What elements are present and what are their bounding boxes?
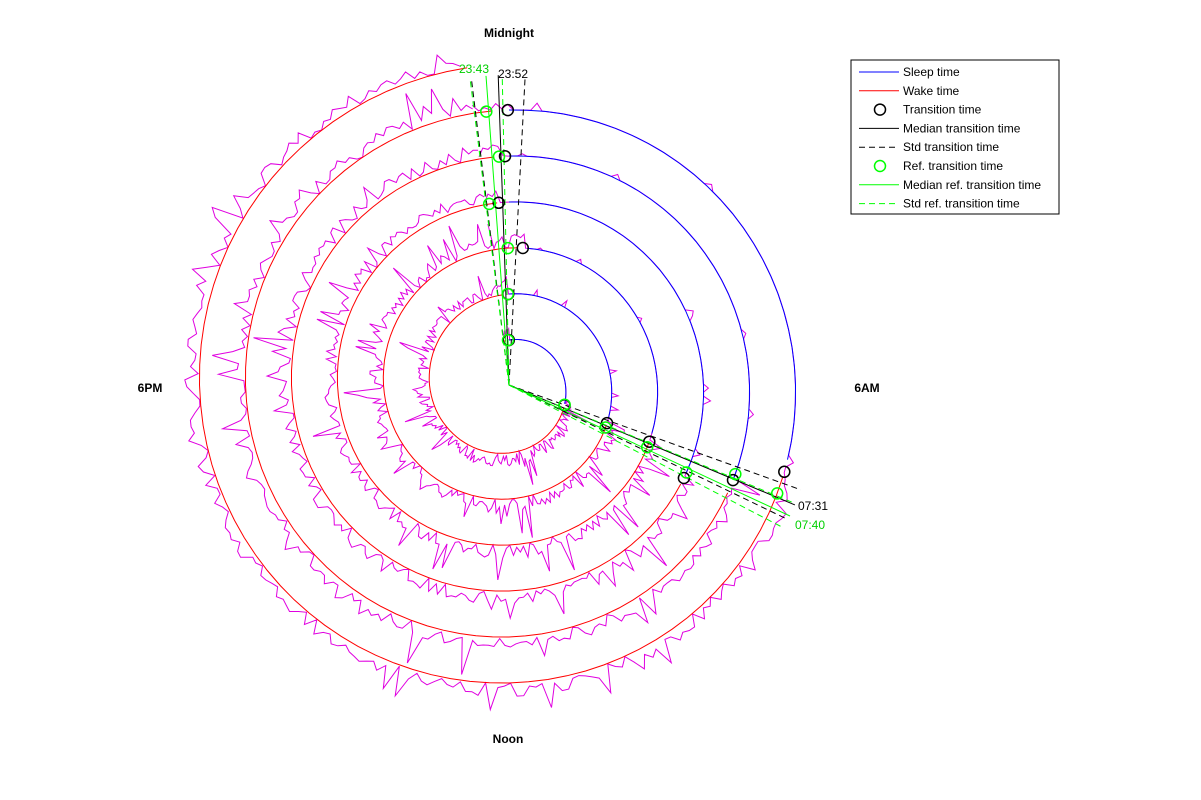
wake-spiral-segment [382, 249, 607, 500]
marker-layer [480, 103, 791, 500]
transition-marker-day-4 [677, 471, 691, 485]
activity-trace-day-1 [399, 275, 589, 485]
activity-trace-day-3 [312, 193, 670, 581]
activity-trace-day-2 [343, 224, 625, 538]
hour-label-midnight: Midnight [484, 26, 534, 40]
median-sleep-label: 23:52 [498, 67, 528, 81]
legend-label: Wake time [903, 84, 960, 98]
transition-marker-day-6 [501, 103, 515, 117]
legend-box [850, 59, 1060, 215]
spiral-layer [198, 67, 797, 684]
transition-marker-day-5 [498, 149, 512, 163]
std-wake-line-low [508, 384, 801, 491]
hour-label-6am: 6AM [854, 381, 879, 395]
wake-spiral-segment [244, 112, 729, 638]
ref-transition-marker-day-2 [501, 287, 515, 301]
hour-label-6pm: 6PM [138, 381, 163, 395]
activity-trace-day-5 [212, 88, 761, 675]
ref-transition-marker-day-5 [492, 150, 506, 163]
transition-marker-day-3 [516, 241, 530, 255]
ref-transition-marker-day-1 [558, 398, 571, 411]
std-ref-sleep-line-low [469, 77, 510, 386]
ref-transition-marker-day-4 [482, 197, 496, 211]
activity-trace-day-4 [253, 147, 712, 621]
legend-label: Median ref. transition time [903, 178, 1041, 192]
median-wake-label: 07:31 [798, 499, 828, 513]
ref-transition-marker-day-6 [770, 487, 784, 500]
sleep-spiral-segment [508, 155, 751, 479]
wake-spiral-segment [336, 204, 650, 546]
ref-transition-marker-day-2 [599, 421, 612, 434]
median-sleep-line [497, 75, 510, 386]
legend-entry: Sleep time [859, 65, 960, 79]
activity-series [184, 54, 796, 712]
sleep-spiral-segment [526, 247, 659, 434]
transition-marker-day-5 [726, 473, 740, 487]
legend: Sleep time Wake time Transition time Median… [850, 59, 1060, 215]
activity-trace-day-6 [184, 54, 796, 712]
ref-transition-marker-day-4 [680, 466, 693, 479]
sleep-spiral-segment [508, 293, 613, 419]
ref-sleep-label: 23:43 [459, 62, 489, 76]
legend-entries: Sleep time Wake time Transition time Median… [859, 65, 1041, 211]
transition-marker-day-4 [492, 196, 505, 210]
legend-entry: Wake time [859, 84, 960, 98]
legend-entry: Median ref. transition time [859, 178, 1041, 192]
legend-entry: Median transition time [859, 121, 1021, 135]
transition-marker-day-3 [643, 435, 656, 448]
legend-label: Ref. transition time [903, 159, 1003, 173]
wake-spiral-segment [428, 295, 565, 454]
sleep-spiral-segment [508, 109, 797, 460]
wake-spiral-segment [291, 158, 682, 592]
sleep-spiral-segment [509, 201, 704, 473]
legend-entry: Std transition time [859, 140, 999, 154]
legend-entry: Transition time [873, 103, 982, 117]
wake-spiral-segment [473, 110, 492, 114]
sleep-spiral-segment [508, 339, 567, 404]
hour-label-noon: Noon [493, 732, 524, 746]
ref-transition-marker-day-6 [480, 105, 493, 118]
legend-label: Std transition time [903, 140, 999, 154]
wake-spiral-segment [198, 67, 783, 684]
std-ref-wake-line-high [508, 384, 785, 529]
ref-transition-marker-day-3 [501, 241, 515, 255]
legend-label: Sleep time [903, 65, 960, 79]
legend-label: Std ref. transition time [903, 197, 1020, 211]
legend-swatch [873, 103, 887, 116]
transition-marker-day-6 [778, 465, 791, 479]
ref-transition-marker-day-1 [501, 333, 515, 347]
label-layer: Midnight 6AM Noon 6PM 23:52 23:43 07:31 … [138, 26, 880, 746]
legend-swatch [873, 159, 887, 173]
legend-label: Median transition time [903, 121, 1021, 135]
legend-label: Transition time [903, 103, 982, 117]
legend-entry: Ref. transition time [873, 159, 1003, 173]
ref-transition-marker-day-5 [729, 467, 742, 481]
std-ref-sleep-line-high [501, 75, 510, 386]
ref-wake-label: 07:40 [795, 518, 825, 532]
std-sleep-line-high [508, 75, 526, 386]
median-ref-wake-line [508, 384, 791, 517]
ref-transition-marker-day-3 [640, 440, 654, 454]
median-ref-sleep-line [485, 75, 510, 386]
legend-entry: Std ref. transition time [859, 197, 1020, 211]
